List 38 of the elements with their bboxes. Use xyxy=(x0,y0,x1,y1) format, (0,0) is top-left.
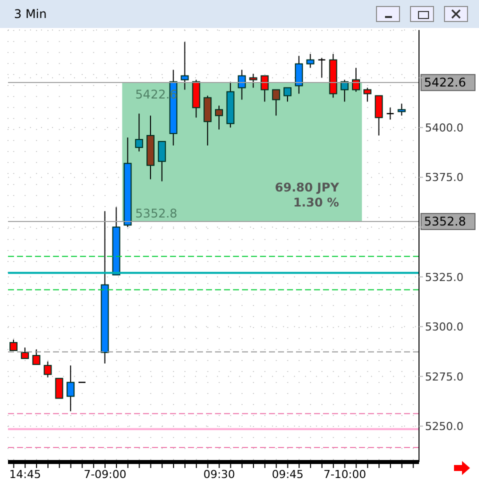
candlestick xyxy=(363,87,372,102)
candlestick xyxy=(66,364,75,412)
candlestick xyxy=(10,339,18,352)
candlestick xyxy=(398,103,406,116)
candlestick xyxy=(284,87,292,102)
candlestick xyxy=(55,378,64,399)
candlestick xyxy=(135,113,144,152)
x-tick-label: 14:45 xyxy=(9,468,41,481)
candlestick xyxy=(44,360,52,378)
ref-line-label: 5352.8 xyxy=(424,214,466,229)
x-tick-label: 09:45 xyxy=(272,468,304,481)
candlestick xyxy=(215,105,223,130)
candlestick xyxy=(306,53,314,68)
y-tick-label: 5275.0 xyxy=(425,370,464,384)
candlestick xyxy=(249,73,258,88)
x-tick-label: 7-10:00 xyxy=(323,468,366,481)
chart-title: 3 Min xyxy=(14,7,47,21)
annotation: 69.80 JPY xyxy=(274,180,340,195)
annotation: 1.30 % xyxy=(293,196,340,210)
annotation: 5352.8 xyxy=(135,206,178,221)
y-tick-label: 5375.0 xyxy=(425,171,464,184)
candlestick xyxy=(260,75,269,102)
y-tick-label: 5400.0 xyxy=(425,121,464,134)
y-tick-label: 5300.0 xyxy=(425,320,464,334)
candlestick xyxy=(204,95,212,146)
x-tick-label: 09:30 xyxy=(203,468,236,481)
candlestick xyxy=(272,89,280,116)
candlestick xyxy=(32,349,40,365)
x-tick-label: 7-09:00 xyxy=(84,468,126,481)
y-tick-label: 5325.0 xyxy=(425,270,464,284)
ref-line-label: 5422.6 xyxy=(424,76,466,90)
candlestick xyxy=(294,55,303,94)
candlestick xyxy=(374,95,383,136)
candlestick xyxy=(20,347,29,359)
candlestick xyxy=(238,69,246,100)
candlestick xyxy=(158,140,166,182)
y-tick-label: 5250.0 xyxy=(425,420,464,434)
candlestick xyxy=(180,41,189,90)
